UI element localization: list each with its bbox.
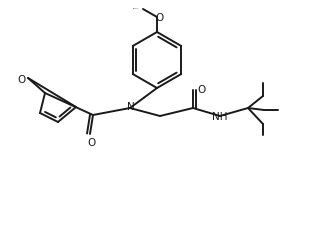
Text: O: O [198, 85, 206, 95]
Text: O: O [87, 138, 95, 148]
Text: O: O [17, 75, 25, 85]
Text: O: O [155, 13, 163, 23]
Text: N: N [127, 102, 135, 112]
Text: methoxy: methoxy [133, 7, 139, 9]
Text: NH: NH [212, 112, 228, 122]
